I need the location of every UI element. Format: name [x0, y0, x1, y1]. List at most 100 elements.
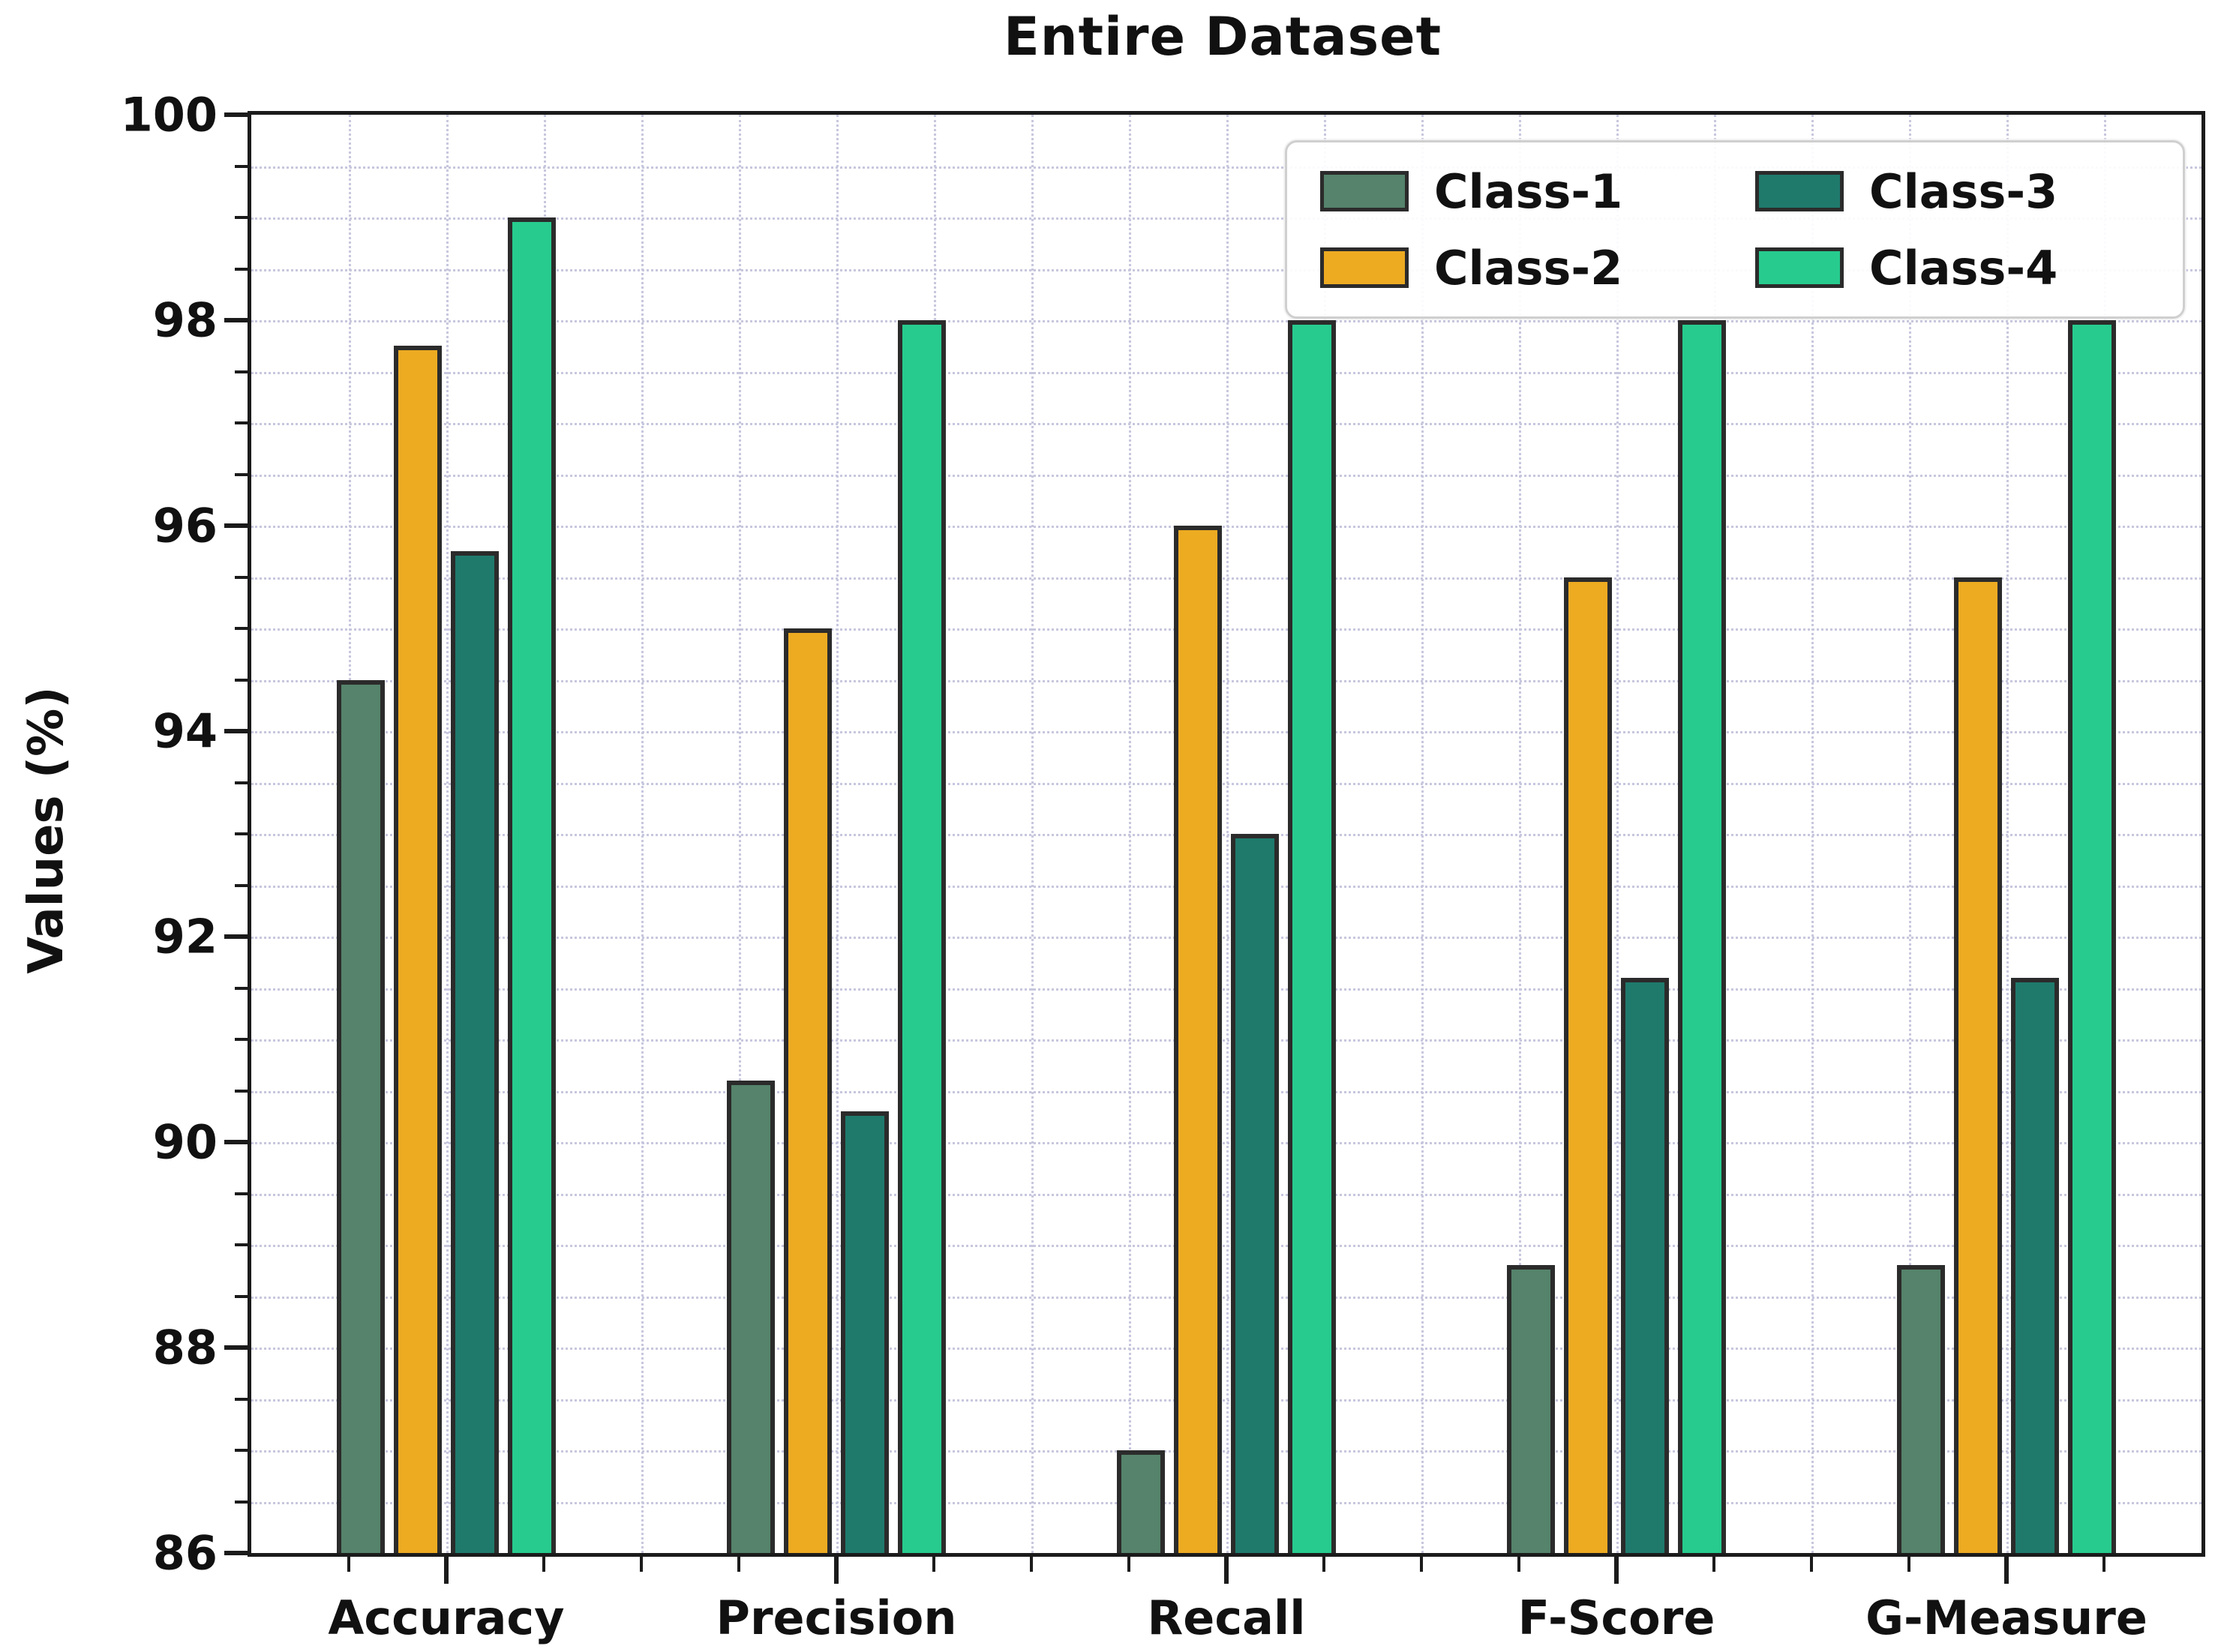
y-tick-minor — [235, 1500, 248, 1504]
bar-class-1-precision — [727, 1080, 775, 1553]
legend: Class-1 Class-2 Class-3 Class-4 — [1285, 140, 2185, 319]
y-tick-major — [224, 523, 248, 528]
x-gridline — [739, 115, 741, 1553]
bar-class-4-g-measure — [2068, 320, 2116, 1553]
x-tick-minor — [1127, 1557, 1130, 1572]
y-tick-minor — [235, 986, 248, 990]
x-tick-major — [1224, 1557, 1229, 1584]
y-tick-label: 94 — [152, 703, 218, 759]
plot-area: Class-1 Class-2 Class-3 Class-4 86 88 90 92 94 9… — [121, 88, 2205, 1645]
y-tick-major — [224, 729, 248, 733]
x-category-label: Accuracy — [328, 1591, 565, 1645]
bar-class-1-g-measure — [1897, 1265, 1945, 1553]
y-tick-label: 88 — [152, 1320, 218, 1375]
y-tick-minor — [235, 678, 248, 682]
y-tick-minor — [235, 370, 248, 373]
x-gridline — [641, 115, 644, 1553]
bar-class-2-g-measure — [1954, 577, 2002, 1553]
legend-item-class-3: Class-3 — [1755, 164, 2160, 219]
x-gridline — [1909, 115, 1911, 1553]
bar-class-2-accuracy — [394, 346, 442, 1553]
y-tick-minor — [235, 1089, 248, 1093]
y-tick-label: 98 — [152, 292, 218, 348]
y-tick-minor — [235, 575, 248, 579]
x-gridline — [1616, 115, 1619, 1553]
bar-class-2-precision — [784, 628, 832, 1553]
bar-class-4-precision — [898, 320, 946, 1553]
x-category-label: Recall — [1147, 1591, 1306, 1645]
x-tick-minor — [347, 1557, 350, 1572]
x-tick-major — [2004, 1557, 2009, 1584]
bar-class-3-g-measure — [2011, 977, 2059, 1553]
y-tick-major — [224, 1551, 248, 1555]
x-gridline — [446, 115, 449, 1553]
bar-class-2-f-score — [1564, 577, 1612, 1553]
x-gridline — [836, 115, 839, 1553]
y-tick-label: 86 — [152, 1525, 218, 1581]
x-category-label: Precision — [716, 1591, 957, 1645]
bar-class-3-recall — [1231, 834, 1279, 1553]
chart-title: Entire Dataset — [1003, 6, 1442, 67]
bar-class-1-f-score — [1507, 1265, 1555, 1553]
bar-class-3-f-score — [1621, 977, 1669, 1553]
x-gridline — [1811, 115, 1814, 1553]
x-gridline — [1421, 115, 1424, 1553]
y-tick-major — [224, 1140, 248, 1144]
x-tick-minor — [640, 1557, 643, 1572]
y-tick-major — [224, 112, 248, 117]
legend-swatch-class-4 — [1755, 247, 1844, 288]
x-tick-minor — [542, 1557, 545, 1572]
x-tick-minor — [932, 1557, 935, 1572]
legend-item-class-2: Class-2 — [1320, 241, 1725, 295]
y-axis-label: Values (%) — [19, 686, 74, 974]
legend-item-class-1: Class-1 — [1320, 164, 1725, 219]
x-gridline — [1129, 115, 1131, 1553]
x-category-label: G-Measure — [1865, 1591, 2147, 1645]
x-tick-minor — [1810, 1557, 1813, 1572]
legend-label: Class-1 — [1434, 163, 1623, 219]
y-tick-minor — [235, 216, 248, 219]
y-tick-minor — [235, 472, 248, 476]
x-gridline — [2006, 115, 2009, 1553]
bar-class-1-accuracy — [337, 679, 385, 1553]
x-tick-minor — [1517, 1557, 1520, 1572]
y-tick-major — [224, 318, 248, 322]
y-tick-minor — [235, 1192, 248, 1195]
legend-label: Class-3 — [1869, 163, 2058, 219]
y-tick-label: 92 — [152, 909, 218, 964]
legend-item-class-4: Class-4 — [1755, 241, 2160, 295]
bar-class-4-accuracy — [508, 217, 556, 1553]
x-gridline — [1519, 115, 1521, 1553]
bar-class-4-f-score — [1678, 320, 1726, 1553]
x-tick-minor — [1907, 1557, 1910, 1572]
x-tick-major — [834, 1557, 839, 1584]
y-tick-minor — [235, 1294, 248, 1298]
x-tick-minor — [1420, 1557, 1423, 1572]
bar-class-3-precision — [841, 1111, 889, 1553]
y-tick-minor — [235, 1243, 248, 1246]
y-tick-major — [224, 1345, 248, 1350]
y-tick-label: 90 — [152, 1114, 218, 1170]
y-tick-minor — [235, 1038, 248, 1041]
x-tick-major — [444, 1557, 449, 1584]
x-tick-major — [1614, 1557, 1619, 1584]
x-gridline — [1031, 115, 1034, 1553]
y-tick-minor — [235, 832, 248, 835]
y-tick-label: 100 — [120, 87, 218, 142]
x-tick-minor — [1322, 1557, 1325, 1572]
x-gridline — [1226, 115, 1229, 1553]
y-tick-minor — [235, 781, 248, 784]
legend-swatch-class-2 — [1320, 247, 1409, 288]
legend-swatch-class-3 — [1755, 171, 1844, 211]
y-tick-minor — [235, 1397, 248, 1401]
x-category-label: F-Score — [1517, 1591, 1715, 1645]
x-tick-minor — [1030, 1557, 1033, 1572]
y-tick-minor — [235, 267, 248, 271]
y-tick-minor — [235, 164, 248, 168]
x-tick-minor — [1712, 1557, 1715, 1572]
y-tick-minor — [235, 421, 248, 424]
bar-class-2-recall — [1174, 526, 1222, 1553]
y-tick-minor — [235, 627, 248, 630]
legend-label: Class-4 — [1869, 240, 2058, 295]
